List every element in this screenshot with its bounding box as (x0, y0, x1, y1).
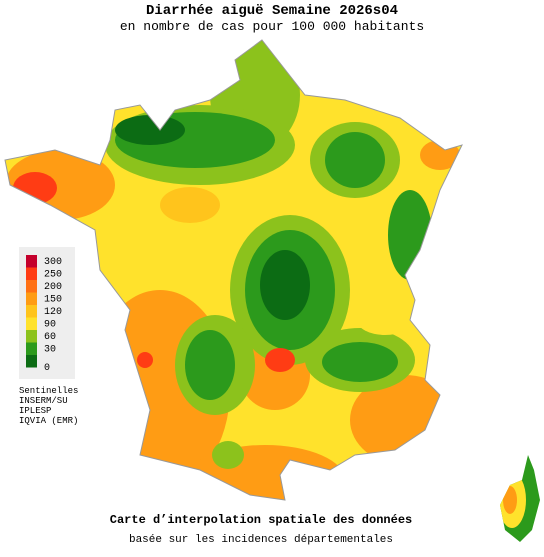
legend-label: 250 (44, 269, 62, 280)
legend-label: 150 (44, 294, 62, 305)
map-zone (137, 352, 153, 368)
footer-title: Carte d’interpolation spatiale des donné… (110, 513, 412, 527)
map-zone (13, 172, 57, 204)
legend-swatch (26, 355, 37, 368)
map-zone (357, 305, 413, 335)
map-zone (115, 115, 185, 145)
legend-swatch (26, 305, 37, 318)
legend-swatch (26, 292, 37, 305)
map-zone (265, 348, 295, 372)
source-line: Sentinelles (19, 386, 78, 396)
legend-label: 200 (44, 282, 62, 293)
legend-label: 300 (44, 257, 62, 268)
map-zone (420, 140, 460, 170)
legend-label: 60 (44, 332, 56, 343)
legend-swatch (26, 330, 37, 343)
legend-swatch (26, 280, 37, 293)
map-zone (260, 250, 310, 320)
corsica-map (500, 455, 540, 542)
legend-swatch (26, 255, 37, 268)
map-zone (322, 342, 398, 382)
legend-label: 0 (44, 363, 50, 374)
map-zone (325, 132, 385, 188)
map-zone (212, 441, 244, 469)
map-zone (160, 187, 220, 223)
title: Diarrhée aiguë Semaine 2026s04 (146, 3, 398, 19)
legend-swatch (26, 342, 37, 355)
source-line: IQVIA (EMR) (19, 416, 78, 426)
legend-swatch (26, 317, 37, 330)
source-line: INSERM/SU (19, 396, 68, 406)
legend-label: 120 (44, 307, 62, 318)
source-line: IPLESP (19, 406, 51, 416)
map-zone (185, 445, 345, 500)
map-zone (185, 330, 235, 400)
legend-swatch (26, 267, 37, 280)
legend-label: 90 (44, 319, 56, 330)
map-zone (503, 486, 517, 514)
legend-label: 30 (44, 344, 56, 355)
footer-subtitle: basée sur les incidences départementales (129, 534, 393, 546)
subtitle: en nombre de cas pour 100 000 habitants (120, 19, 424, 34)
france-outline (4, 39, 463, 501)
